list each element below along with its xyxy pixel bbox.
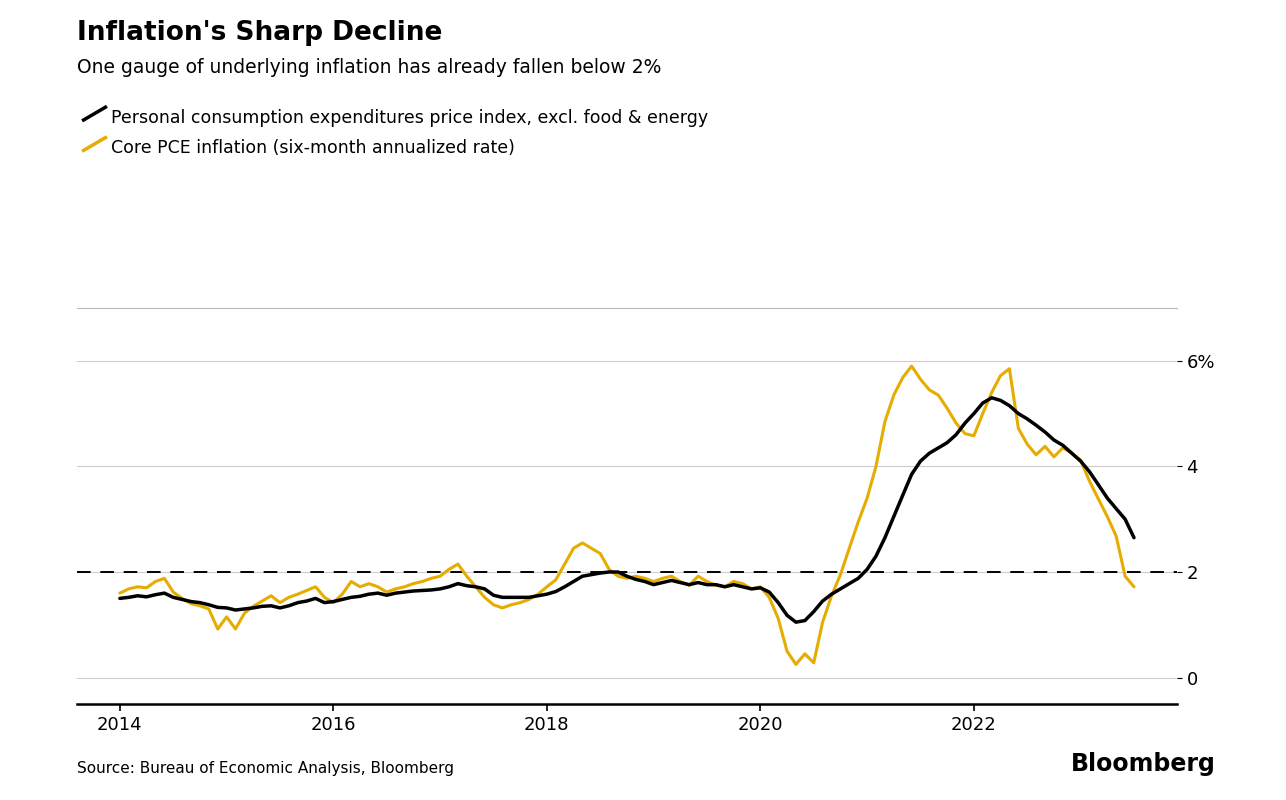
- Text: Personal consumption expenditures price index, excl. food & energy: Personal consumption expenditures price …: [111, 109, 707, 126]
- Text: Bloomberg: Bloomberg: [1070, 752, 1215, 776]
- Text: Source: Bureau of Economic Analysis, Bloomberg: Source: Bureau of Economic Analysis, Blo…: [77, 761, 454, 776]
- Text: Core PCE inflation (six-month annualized rate): Core PCE inflation (six-month annualized…: [111, 139, 514, 157]
- Text: One gauge of underlying inflation has already fallen below 2%: One gauge of underlying inflation has al…: [77, 58, 661, 77]
- Text: Inflation's Sharp Decline: Inflation's Sharp Decline: [77, 20, 442, 46]
